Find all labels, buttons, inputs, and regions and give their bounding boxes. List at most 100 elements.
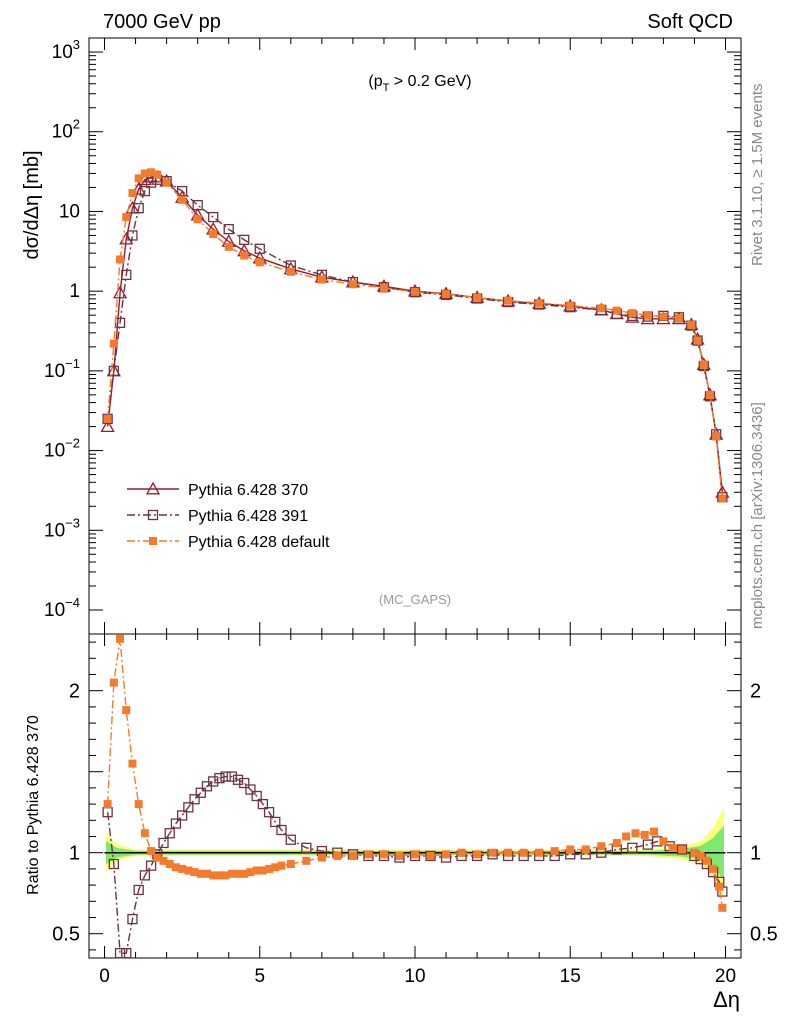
data-point: [223, 223, 234, 235]
data-point: [668, 843, 677, 852]
data-point: [257, 798, 269, 810]
data-point: [252, 866, 261, 875]
data-point: [286, 267, 295, 276]
x-tick-label: 20: [715, 966, 736, 987]
legend: Pythia 6.428 370 Pythia 6.428 391 Pythia 6…: [127, 481, 330, 551]
data-point: [232, 774, 244, 785]
series-pythia-6-428-default: [103, 634, 727, 912]
data-point: [234, 869, 243, 878]
data-point: [162, 178, 171, 187]
series-pythia-6-428-default: [103, 168, 727, 503]
data-point: [271, 863, 280, 872]
data-point: [215, 871, 224, 880]
data-point: [209, 871, 218, 880]
data-point: [178, 195, 187, 204]
x-axis-label: Δη: [713, 987, 740, 1012]
data-point: [195, 787, 206, 798]
data-point: [108, 365, 119, 377]
ratio-tick-label-right: 2: [750, 681, 761, 703]
data-point: [192, 199, 203, 211]
data-point: [348, 851, 357, 860]
data-point: [196, 869, 205, 878]
legend-entry: Pythia 6.428 391: [127, 508, 308, 525]
series-pythia-6-428-391: [102, 771, 728, 959]
main-y-axis-label: dσ/dΔη [mb]: [21, 150, 43, 259]
data-point: [183, 802, 194, 813]
data-point: [109, 339, 118, 348]
data-point: [140, 169, 149, 178]
data-point: [535, 299, 544, 308]
data-point: [240, 251, 249, 260]
data-point: [712, 432, 721, 441]
data-point: [364, 850, 373, 859]
data-point: [718, 903, 727, 912]
data-point: [153, 170, 162, 179]
data-point: [164, 828, 175, 839]
main-annotation: (pT > 0.2 GeV): [368, 73, 471, 94]
data-point: [159, 856, 168, 865]
data-point: [302, 856, 311, 865]
y-tick-label: 10−2: [44, 436, 80, 462]
data-point: [535, 848, 544, 857]
data-point: [170, 818, 182, 829]
y-tick-label: 103: [52, 37, 80, 63]
data-point: [246, 868, 255, 877]
data-point: [114, 947, 126, 959]
data-point: [640, 830, 649, 839]
data-point: [395, 851, 404, 860]
x-tick-label: 5: [254, 966, 265, 987]
data-point: [100, 419, 115, 433]
main-series-group: [100, 168, 730, 503]
data-point: [226, 771, 237, 782]
series-pythia-6-428-391: [102, 174, 728, 503]
data-point: [285, 834, 296, 845]
ratio-panel: 0.5 0.5 1 1 2 2 Ratio to Pythia 6.428 370: [25, 633, 778, 959]
series-line: [106, 638, 724, 908]
data-point: [690, 848, 699, 857]
data-point: [699, 360, 708, 369]
data-point: [208, 211, 219, 223]
data-point: [301, 842, 312, 853]
data-point: [209, 230, 218, 239]
data-point: [103, 414, 112, 423]
data-point: [139, 870, 151, 881]
data-point: [153, 853, 162, 862]
data-point: [348, 280, 357, 289]
data-point: [566, 301, 575, 310]
data-point: [112, 285, 128, 299]
analysis-tag: (MC_GAPS): [379, 592, 451, 607]
data-point: [240, 869, 249, 878]
data-point: [597, 304, 606, 313]
data-point: [473, 850, 482, 859]
x-tick-label: 0: [99, 966, 110, 987]
data-point: [121, 269, 132, 281]
data-point: [457, 848, 466, 857]
data-point: [676, 844, 688, 855]
data-point: [128, 759, 137, 768]
series-line: [106, 176, 724, 493]
data-point: [488, 848, 497, 857]
data-point: [265, 864, 274, 873]
data-point: [116, 634, 125, 643]
data-point: [127, 230, 138, 241]
data-point: [208, 776, 219, 787]
data-point: [121, 947, 132, 959]
data-point: [145, 177, 157, 188]
ratio-y-ticks: 0.5 0.5 1 1 2 2: [52, 641, 778, 951]
legend-entry: Pythia 6.428 default: [127, 534, 330, 551]
data-point: [687, 320, 696, 329]
data-point: [270, 816, 281, 828]
data-point: [709, 864, 718, 873]
legend-label: Pythia 6.428 391: [188, 508, 308, 525]
data-point: [224, 242, 233, 251]
data-point: [631, 829, 640, 838]
data-point: [122, 706, 131, 715]
legend-label: Pythia 6.428 default: [188, 534, 330, 551]
data-point: [189, 794, 200, 805]
data-point: [147, 509, 159, 521]
data-point: [411, 850, 419, 859]
data-point: [277, 861, 286, 870]
data-point: [176, 810, 188, 821]
ratio-tick-label: 2: [69, 681, 80, 703]
